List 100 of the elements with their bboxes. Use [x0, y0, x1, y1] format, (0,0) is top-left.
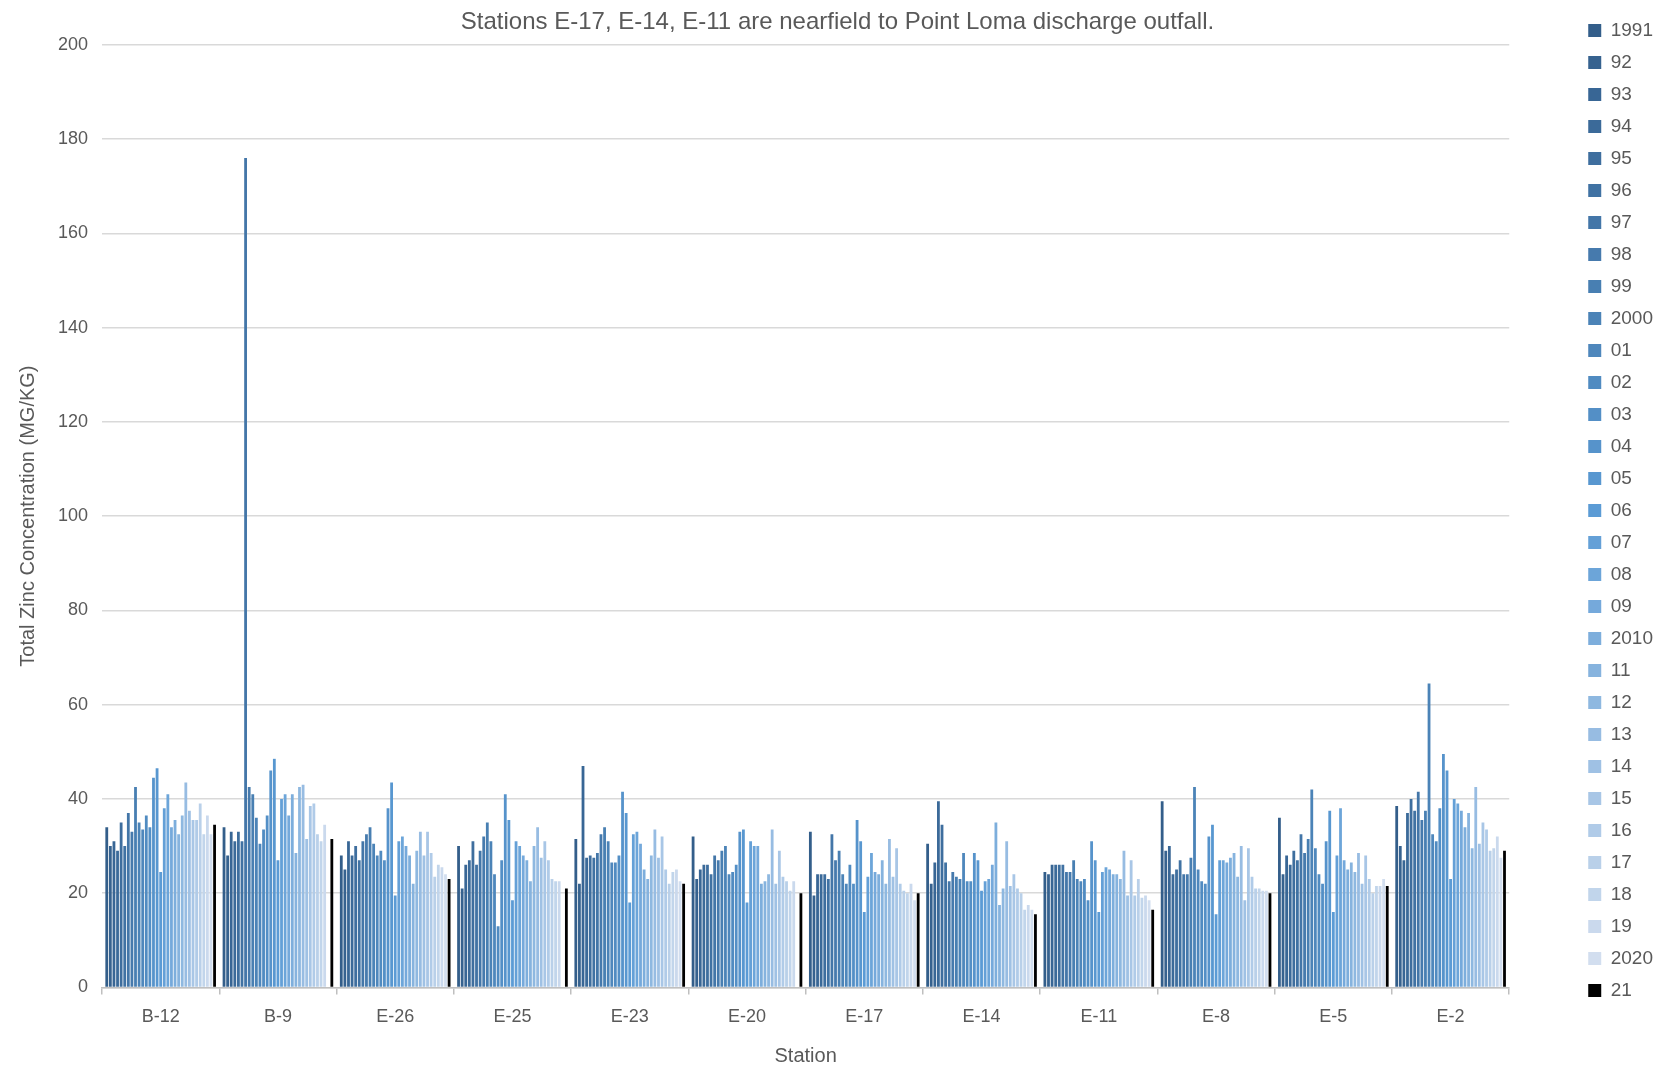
bar	[574, 838, 578, 987]
bar	[1349, 862, 1353, 987]
bar	[330, 838, 334, 987]
bar	[1503, 850, 1506, 987]
bar	[1178, 860, 1182, 987]
x-tick-label: E-17	[845, 1006, 884, 1027]
bar	[870, 853, 873, 987]
bar	[983, 881, 987, 987]
legend-label: 01	[1610, 338, 1632, 360]
bar	[308, 805, 312, 987]
legend-label: 96	[1610, 178, 1632, 200]
bar	[1090, 841, 1094, 987]
bar	[785, 881, 788, 987]
legend-label: 15	[1610, 786, 1632, 808]
bar	[237, 831, 240, 987]
bar	[1211, 824, 1214, 987]
bar	[837, 850, 841, 987]
bar	[536, 827, 540, 987]
legend-label: 98	[1610, 242, 1632, 264]
legend-label: 13	[1610, 722, 1632, 744]
bar	[1160, 801, 1164, 987]
x-tick-label: E-5	[1319, 1006, 1348, 1027]
bar	[1442, 754, 1445, 987]
y-tick-label: 180	[57, 128, 89, 149]
bar	[819, 874, 823, 987]
bar	[888, 838, 891, 987]
legend-label: 97	[1610, 210, 1632, 232]
bar	[543, 841, 547, 987]
bar	[166, 794, 170, 987]
bar	[1339, 808, 1342, 987]
bar	[951, 871, 955, 987]
bar	[213, 824, 216, 987]
bar	[1108, 869, 1111, 987]
bar	[1382, 879, 1386, 987]
bar	[962, 853, 965, 987]
legend-label: 2020	[1610, 946, 1654, 968]
x-axis-title: Station	[774, 1043, 837, 1066]
bar	[742, 829, 745, 987]
bar	[312, 803, 316, 987]
y-tick-label: 20	[68, 882, 89, 903]
bar	[184, 782, 188, 987]
legend-label: 2010	[1610, 626, 1654, 648]
bar	[880, 860, 884, 987]
bar	[823, 874, 827, 987]
bar	[621, 791, 624, 987]
x-tick-label: E-2	[1436, 1006, 1465, 1027]
legend-label: 06	[1610, 498, 1632, 520]
bar	[447, 879, 451, 987]
y-tick-label: 40	[68, 787, 89, 808]
legend-label: 92	[1610, 50, 1632, 72]
legend-label: 2000	[1610, 306, 1654, 328]
bar	[926, 843, 930, 987]
bar	[1229, 857, 1232, 987]
bar	[895, 848, 899, 987]
bar	[229, 831, 233, 987]
y-tick-label: 0	[78, 976, 89, 997]
bar	[1328, 810, 1332, 987]
bar	[1375, 886, 1378, 987]
y-tick-label: 120	[57, 410, 89, 431]
bar	[738, 831, 742, 987]
bar	[1310, 789, 1314, 987]
legend-label: 07	[1610, 530, 1632, 552]
bar	[1193, 787, 1196, 987]
legend-label: 1991	[1610, 18, 1654, 40]
bar	[777, 850, 781, 987]
bar	[339, 855, 343, 987]
legend-label: 11	[1610, 658, 1631, 680]
x-tick-label: B-12	[141, 1006, 180, 1027]
bar	[354, 846, 358, 987]
bar	[1225, 862, 1229, 987]
bar	[1083, 879, 1086, 987]
y-tick-label: 200	[57, 33, 89, 54]
legend-label: 99	[1610, 274, 1632, 296]
bar	[1111, 874, 1115, 987]
bar	[554, 881, 557, 987]
bar	[485, 822, 489, 987]
bar	[1072, 860, 1076, 987]
bar	[1247, 848, 1250, 987]
bar	[144, 815, 148, 987]
legend-label: 16	[1610, 818, 1632, 840]
bar	[1456, 803, 1460, 987]
chart-title: Stations E-17, E-14, E-11 are nearfield to Point Loma discharge outfall.	[460, 7, 1215, 35]
bar	[808, 831, 812, 987]
x-tick-label: B-9	[263, 1006, 292, 1027]
bar	[916, 893, 920, 987]
legend-label: 95	[1610, 146, 1632, 168]
bar	[1257, 888, 1261, 987]
legend-label: 09	[1610, 594, 1632, 616]
bar	[1385, 886, 1389, 987]
bar	[1061, 864, 1065, 987]
bar	[653, 829, 657, 987]
legend-label: 17	[1610, 850, 1632, 872]
bar	[713, 855, 717, 987]
bar	[1129, 860, 1133, 987]
x-tick-label: E-11	[1080, 1006, 1118, 1027]
legend-label: 03	[1610, 402, 1632, 424]
bar	[119, 822, 123, 987]
bar	[1278, 817, 1281, 987]
bar	[1144, 895, 1147, 987]
bar	[1239, 846, 1243, 987]
